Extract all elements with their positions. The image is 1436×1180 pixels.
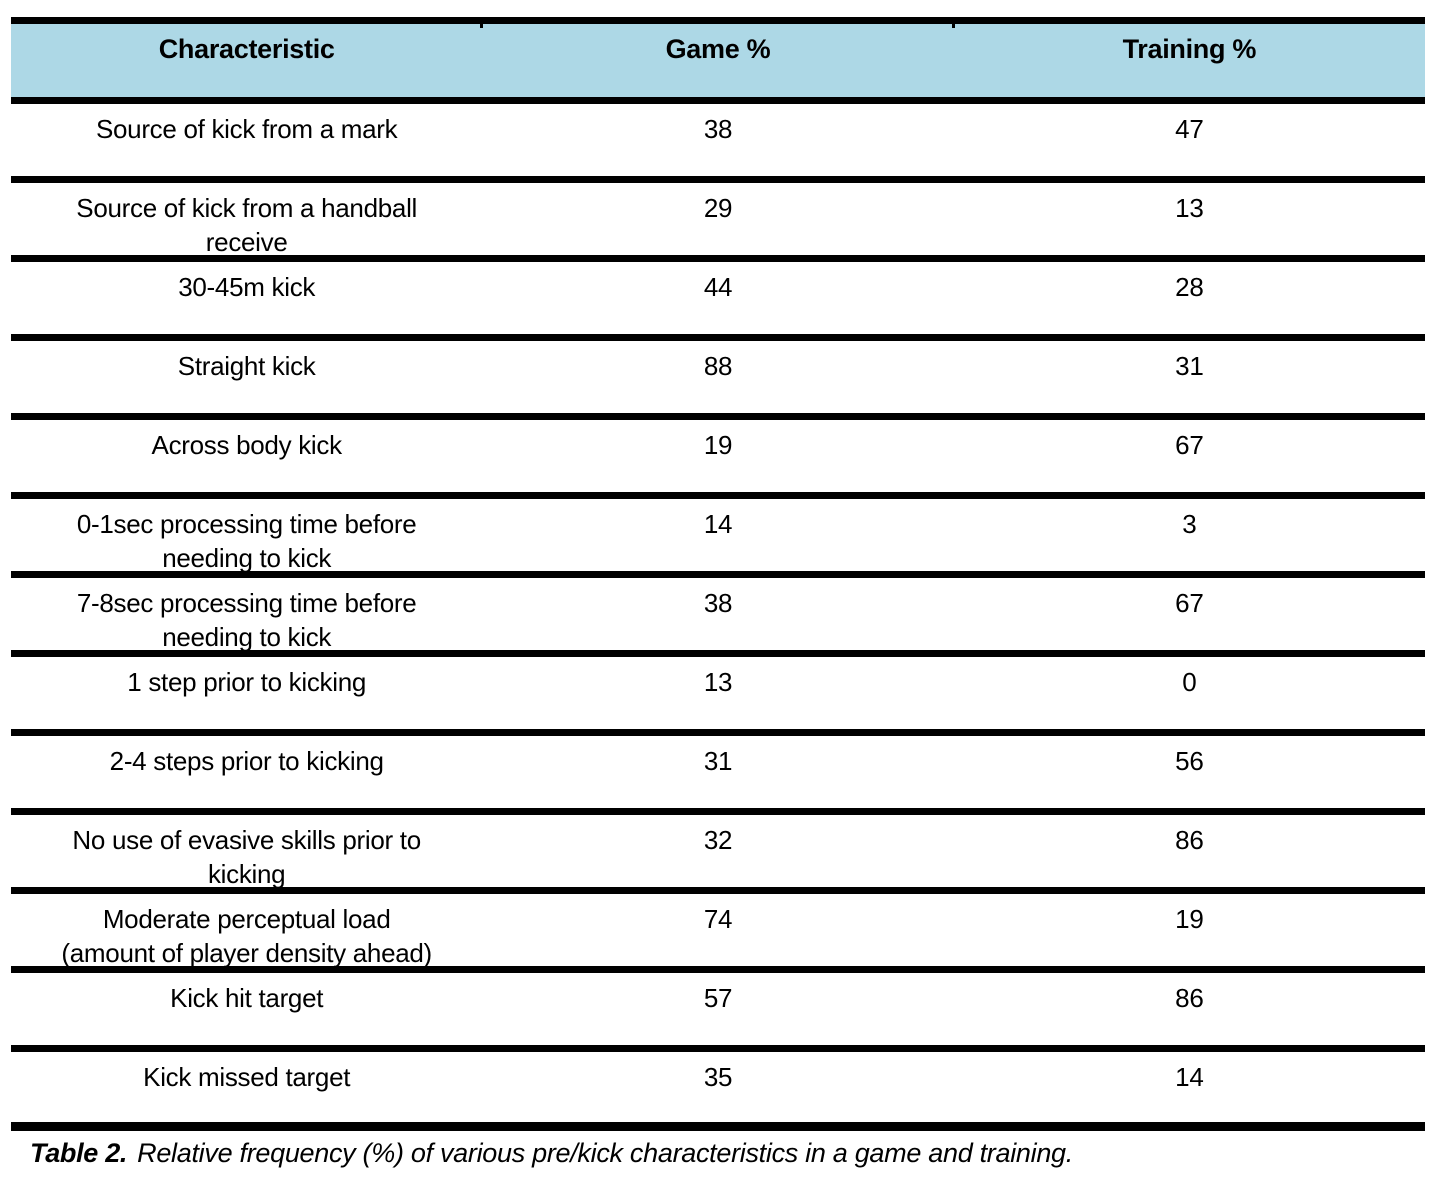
table-row: Source of kick from a handball receive 2… [11,183,1425,262]
training-value-cell: 0 [1182,667,1197,697]
table-caption: Table 2. Relative frequency (%) of variou… [30,1138,1073,1169]
characteristic-cell: Source of kick from a handball receive [76,193,418,257]
table-row: 0-1sec processing time before needing to… [11,499,1425,578]
table-row: Moderate perceptual load (amount of play… [11,894,1425,973]
game-value-cell: 57 [703,983,733,1013]
table-caption-label: Table 2. [30,1138,128,1168]
characteristic-cell: Across body kick [151,430,343,460]
training-value-cell: 86 [1175,825,1204,855]
characteristic-cell: 2-4 steps prior to kicking [109,746,384,776]
game-value-cell: 14 [703,509,733,539]
table-row: Straight kick 88 31 [11,341,1425,420]
game-value-cell: 88 [703,351,733,381]
training-value-cell: 3 [1182,509,1197,539]
game-value-cell: 35 [703,1062,733,1092]
table-row: Kick missed target 35 14 [11,1052,1425,1131]
characteristics-table: Characteristic Game % Training % Source … [11,17,1425,1131]
training-value-cell: 28 [1175,272,1204,302]
column-boundary-tick [951,24,955,28]
table-row: 7-8sec processing time before needing to… [11,578,1425,657]
column-header-characteristic: Characteristic [158,34,335,64]
table-row: 1 step prior to kicking 13 0 [11,657,1425,736]
training-value-cell: 67 [1175,588,1204,618]
training-value-cell: 14 [1175,1062,1204,1092]
training-value-cell: 31 [1175,351,1204,381]
training-value-cell: 67 [1175,430,1204,460]
column-header-training: Training % [1122,34,1257,64]
game-value-cell: 13 [703,667,733,697]
characteristic-cell: Kick hit target [170,983,324,1013]
game-value-cell: 31 [703,746,733,776]
table-row: Kick hit target 57 86 [11,973,1425,1052]
characteristic-cell: 0-1sec processing time before needing to… [76,509,417,573]
table-row: Across body kick 19 67 [11,420,1425,499]
table-row: No use of evasive skills prior to kickin… [11,815,1425,894]
game-value-cell: 29 [703,193,733,223]
characteristic-cell: 7-8sec processing time before needing to… [76,588,417,652]
game-value-cell: 19 [703,430,733,460]
characteristic-cell: Kick missed target [143,1062,351,1092]
characteristic-cell: Moderate perceptual load (amount of play… [61,904,432,968]
column-boundary-tick [480,24,484,28]
table-row: 30-45m kick 44 28 [11,262,1425,341]
characteristic-cell: Source of kick from a mark [95,114,398,144]
characteristic-cell: 30-45m kick [178,272,316,302]
game-value-cell: 74 [703,904,733,934]
game-value-cell: 38 [703,114,733,144]
training-value-cell: 19 [1175,904,1204,934]
table-row: Source of kick from a mark 38 47 [11,104,1425,183]
training-value-cell: 86 [1175,983,1204,1013]
training-value-cell: 56 [1175,746,1204,776]
table-row: 2-4 steps prior to kicking 31 56 [11,736,1425,815]
table-caption-text: Relative frequency (%) of various pre/ki… [137,1138,1073,1168]
training-value-cell: 13 [1175,193,1204,223]
game-value-cell: 38 [703,588,733,618]
game-value-cell: 44 [703,272,733,302]
training-value-cell: 47 [1175,114,1204,144]
table-header-row: Characteristic Game % Training % [11,24,1425,104]
characteristic-cell: Straight kick [177,351,316,381]
game-value-cell: 32 [703,825,733,855]
characteristic-cell: No use of evasive skills prior to kickin… [72,825,421,889]
column-header-game: Game % [665,34,771,64]
characteristic-cell: 1 step prior to kicking [127,667,367,697]
